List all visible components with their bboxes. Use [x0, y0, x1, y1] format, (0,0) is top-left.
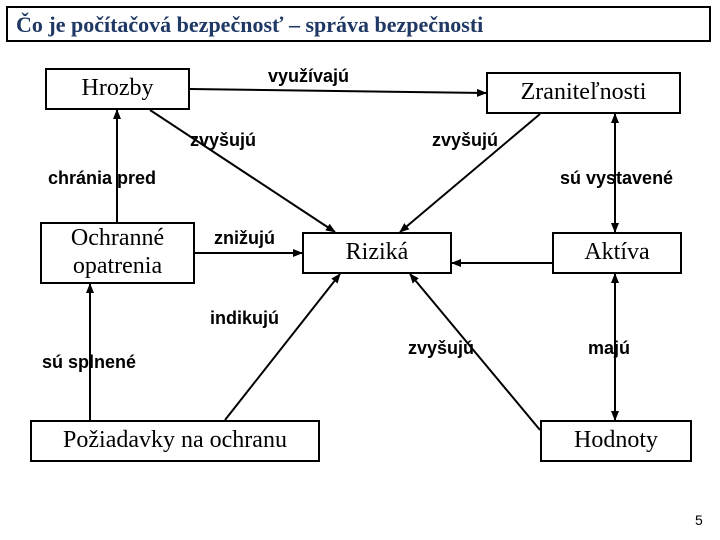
node-label: Hrozby — [82, 75, 154, 103]
node-rizika: Riziká — [302, 232, 452, 274]
edge-label-su-vystavene: sú vystavené — [560, 168, 673, 189]
edge-label-zvysuju-right: zvyšujú — [432, 130, 498, 151]
page-number: 5 — [695, 512, 703, 528]
diagram-canvas: Čo je počítačová bezpečnosť – správa bez… — [0, 0, 720, 540]
edge-label-chrania-pred: chránia pred — [48, 168, 156, 189]
node-hodnoty: Hodnoty — [540, 420, 692, 462]
edge-label-indikuju: indikujú — [210, 308, 279, 329]
edge-label-vyuzivaju: využívajú — [268, 66, 349, 87]
edge-label-maju: majú — [588, 338, 630, 359]
edge-label-znizuju: znižujú — [214, 228, 275, 249]
node-label: Hodnoty — [574, 427, 658, 455]
slide-title: Čo je počítačová bezpečnosť – správa bez… — [6, 6, 711, 42]
edge-label-su-splnene: sú splnené — [42, 352, 136, 373]
node-poziadavky: Požiadavky na ochranu — [30, 420, 320, 462]
node-zranitelnosti: Zraniteľnosti — [486, 72, 681, 114]
node-label: Zraniteľnosti — [521, 79, 647, 107]
node-hrozby: Hrozby — [45, 68, 190, 110]
node-aktiva: Aktíva — [552, 232, 682, 274]
edge-label-zvysuju-left: zvyšujú — [190, 130, 256, 151]
node-label: Aktíva — [584, 239, 649, 267]
node-label: Požiadavky na ochranu — [63, 427, 287, 455]
edge-label-zvysuju-bottom: zvyšujú — [408, 338, 474, 359]
node-ochranne-opatrenia: Ochranné opatrenia — [40, 222, 195, 284]
node-label: Ochranné opatrenia — [71, 225, 164, 280]
node-label: Riziká — [346, 239, 409, 267]
